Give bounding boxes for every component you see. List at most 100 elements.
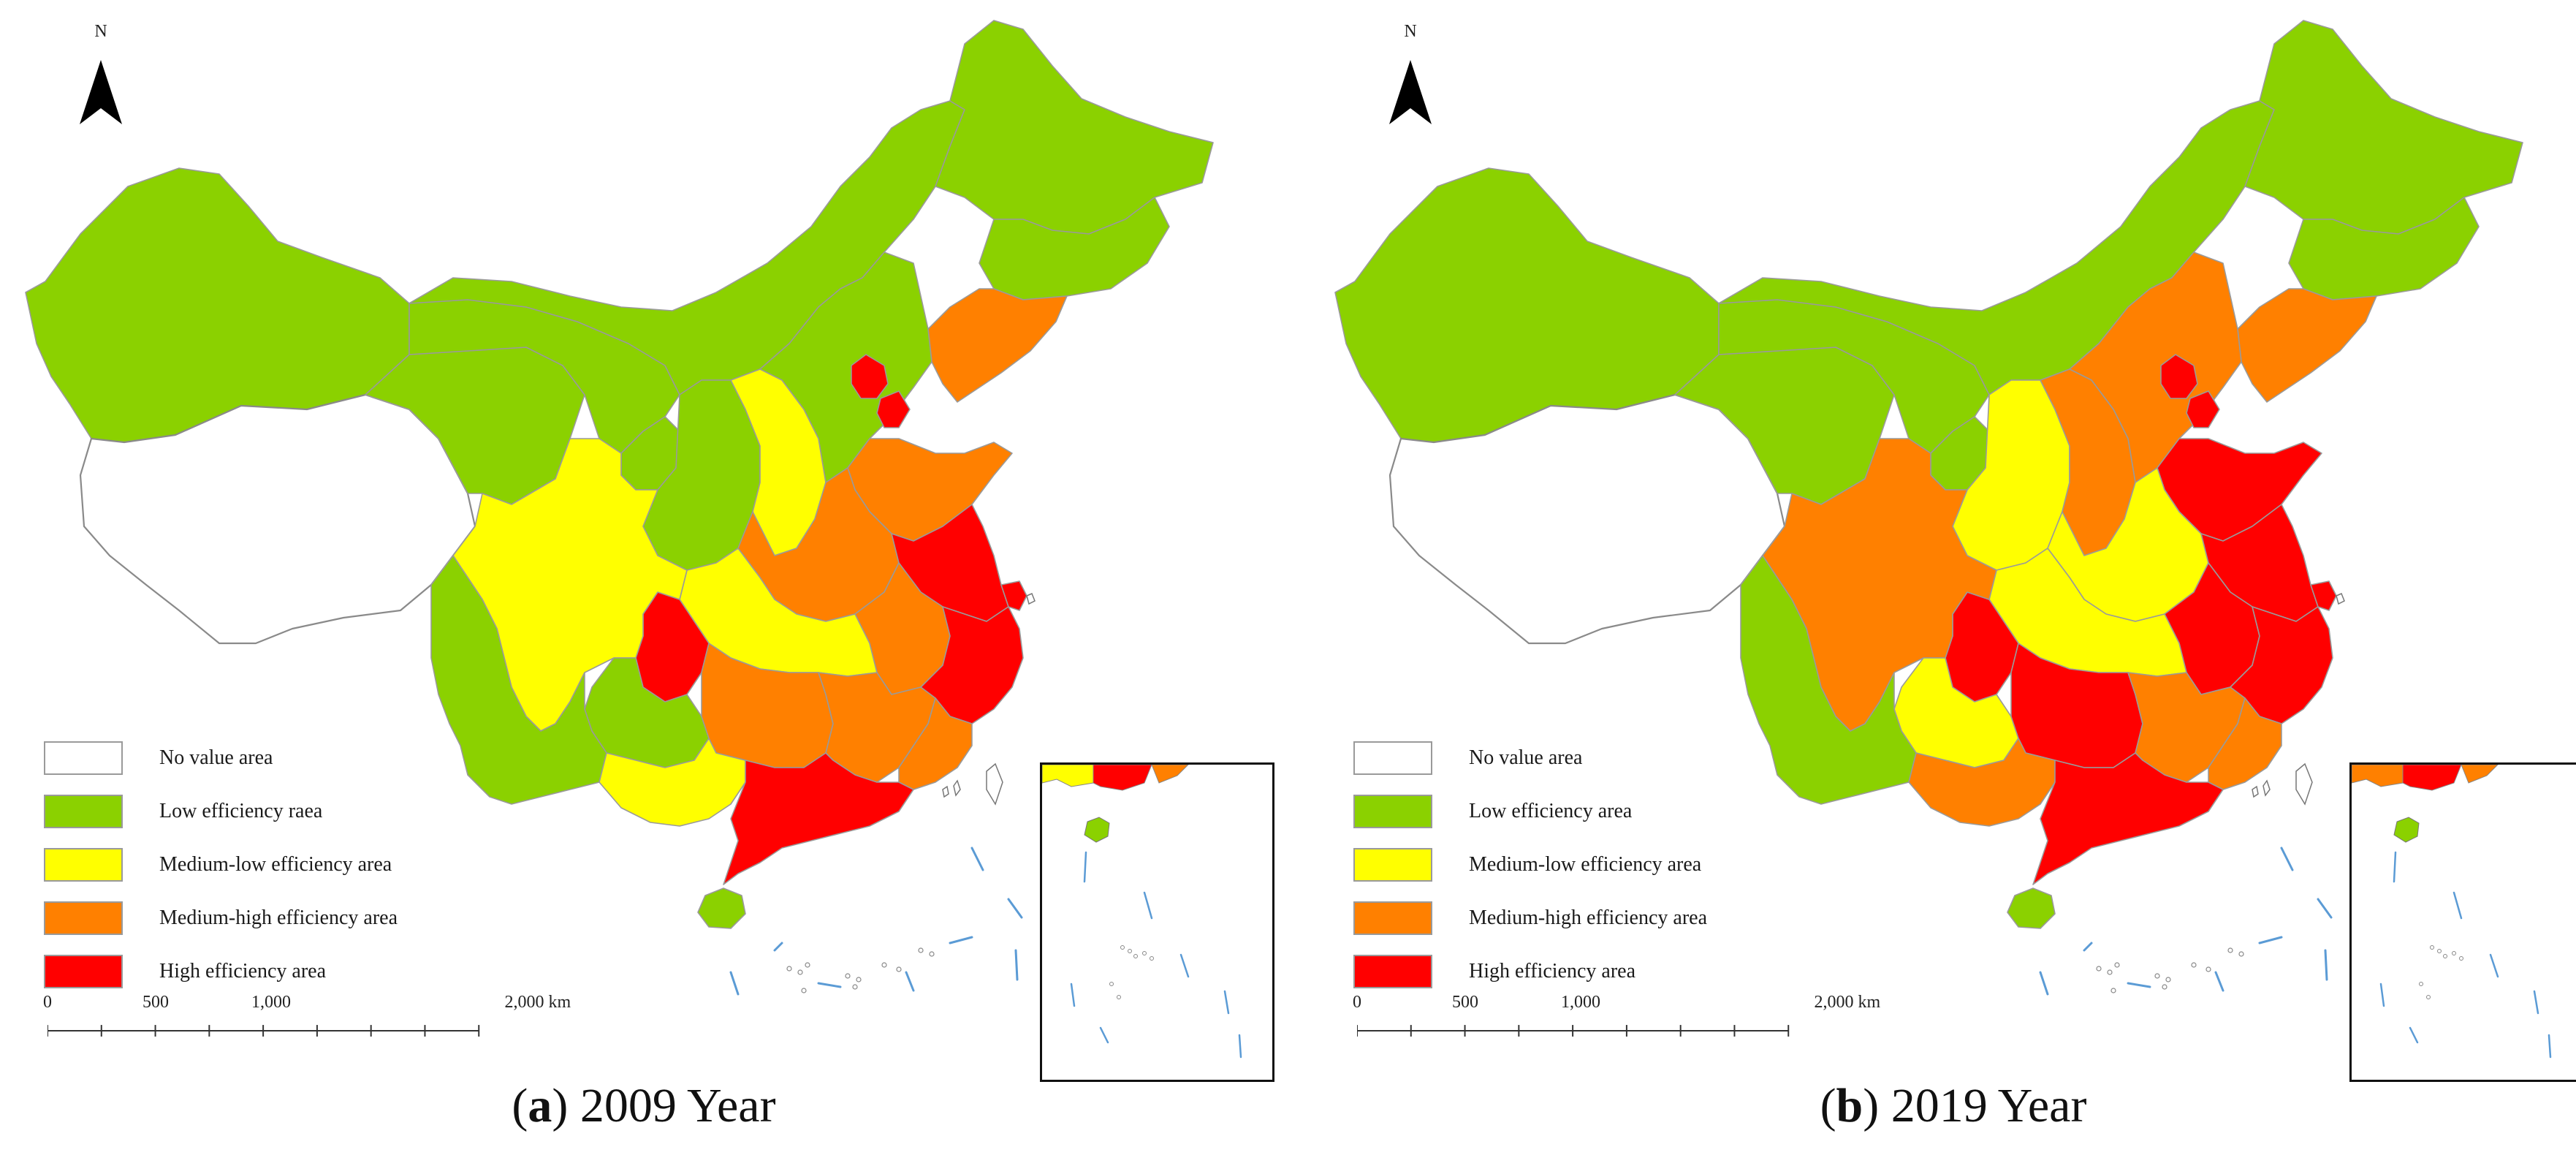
north-arrow: N: [67, 22, 133, 139]
island-4: [1026, 593, 1036, 605]
reef-dot-5: [2165, 977, 2171, 983]
province-tianjin: [2186, 390, 2220, 428]
inset-reef-dot: [1150, 956, 1154, 961]
inset-boundary-dash: [2379, 983, 2385, 1007]
reef-dot-11: [2110, 988, 2116, 993]
reef-dot-7: [881, 962, 887, 968]
inset-region-1: [1042, 765, 1101, 787]
reef-dot-8: [2205, 966, 2211, 972]
province-layer: [1334, 20, 2523, 929]
boundary-dash-3: [1014, 949, 1019, 981]
scale-bar: 0 500 1,000 2,000 km: [1350, 993, 1880, 1044]
boundary-dash-5: [2039, 971, 2049, 996]
reef-dot-4: [2154, 973, 2160, 979]
boundary-dash-8: [773, 942, 783, 952]
province-fujian: [898, 697, 973, 790]
caption-text: 2009 Year: [568, 1079, 776, 1132]
caption-paren-close: ): [1863, 1079, 1880, 1132]
scale-label: 0: [1353, 993, 1361, 1012]
legend-swatch: [44, 794, 123, 828]
province-guangdong: [723, 752, 914, 885]
legend-swatch: [44, 741, 123, 775]
inset-reef-dot: [2452, 951, 2456, 955]
province-shanghai: [1000, 580, 1027, 611]
province-heilongjiang: [935, 20, 1214, 235]
legend-item-high: High efficiency area: [1353, 944, 1707, 998]
boundary-dash-6: [2127, 982, 2151, 988]
boundary-dash-2: [1007, 898, 1023, 919]
inset-reef-dot: [2459, 956, 2463, 961]
inset-reef-dot: [1128, 949, 1132, 953]
province-beijing: [2160, 354, 2198, 399]
inset-boundary-dash: [2409, 1026, 2419, 1044]
island-1: [986, 762, 1003, 806]
panel-caption: (b) 2019 Year: [1310, 1078, 2576, 1134]
inset-reef-dot: [2443, 954, 2447, 958]
map-legend: No value area Low efficiency raea Medium-l…: [44, 731, 398, 998]
inset-boundary-dash: [1083, 851, 1087, 883]
legend-swatch: [1353, 901, 1432, 935]
legend-label: High efficiency area: [1469, 959, 1636, 983]
legend-swatch: [1353, 794, 1432, 828]
island-4: [2336, 593, 2345, 605]
boundary-dash-7: [949, 936, 973, 944]
inset-boundary-dash: [2547, 1034, 2552, 1059]
inset-boundary-dash: [2393, 851, 2397, 883]
boundary-dash-1: [2280, 847, 2294, 871]
reef-dot-9: [2227, 947, 2233, 953]
inset-region-3: [1151, 765, 1189, 784]
island-3: [942, 785, 949, 798]
reef-dot-9: [918, 947, 924, 953]
inset-region-2: [2402, 765, 2462, 791]
reef-dot-1: [2096, 966, 2102, 972]
legend-label: High efficiency area: [159, 959, 327, 983]
province-hainan: [2007, 887, 2056, 929]
reef-dot-4: [845, 973, 851, 979]
inset-reef-dot: [2419, 982, 2423, 986]
boundary-dash-4: [2214, 971, 2224, 992]
boundary-dash-6: [817, 982, 842, 988]
reef-dot-2: [797, 969, 803, 975]
legend-swatch: [44, 847, 123, 882]
legend-swatch: [1353, 741, 1432, 775]
legend-label: Medium-high efficiency area: [1469, 906, 1708, 929]
island-2: [953, 779, 961, 797]
legend-swatch: [44, 954, 123, 988]
province-guangdong: [2032, 752, 2224, 885]
boundary-dash-4: [905, 971, 915, 992]
province-zhejiang: [2230, 606, 2333, 724]
boundary-dash-8: [2083, 942, 2093, 952]
scale-label: 2,000 km: [1814, 993, 1881, 1012]
island-2: [2262, 779, 2271, 797]
inset-boundary-dash: [1099, 1026, 1109, 1044]
inset-boundary-dash: [1179, 953, 1190, 978]
legend-item-low: Low efficiency area: [1353, 784, 1707, 838]
reef-dot-3: [805, 962, 810, 968]
reef-dot-1: [786, 966, 792, 972]
inset-boundary-dash: [2452, 891, 2463, 920]
inset-region-3: [2461, 765, 2499, 784]
inset-boundary-dash: [2533, 990, 2539, 1015]
map-legend: No value area Low efficiency area Medium-l…: [1353, 731, 1707, 998]
reef-dot-2: [2107, 969, 2113, 975]
reef-dot-5: [856, 977, 862, 983]
legend-label: No value area: [1469, 746, 1583, 769]
inset-reef-dot: [1109, 982, 1114, 986]
legend-swatch: [1353, 847, 1432, 882]
caption-paren-open: (: [512, 1079, 528, 1132]
inset-reef-dot: [2426, 995, 2431, 999]
province-layer: [25, 20, 1214, 929]
inset-reef-dot: [2437, 949, 2442, 953]
province-yunnan: [430, 555, 607, 805]
reef-dot-11: [801, 988, 807, 993]
legend-item-high: High efficiency area: [44, 944, 398, 998]
boundary-dash-5: [729, 971, 740, 996]
province-yunnan: [1740, 555, 1917, 805]
legend-label: Medium-high efficiency area: [159, 906, 398, 929]
inset-boundary-dash: [1223, 990, 1230, 1015]
legend-swatch: [44, 901, 123, 935]
north-label: N: [94, 22, 107, 41]
north-arrow-icon: [80, 60, 122, 124]
inset-reef-dot: [1142, 951, 1147, 955]
inset-region-1: [2352, 765, 2411, 787]
